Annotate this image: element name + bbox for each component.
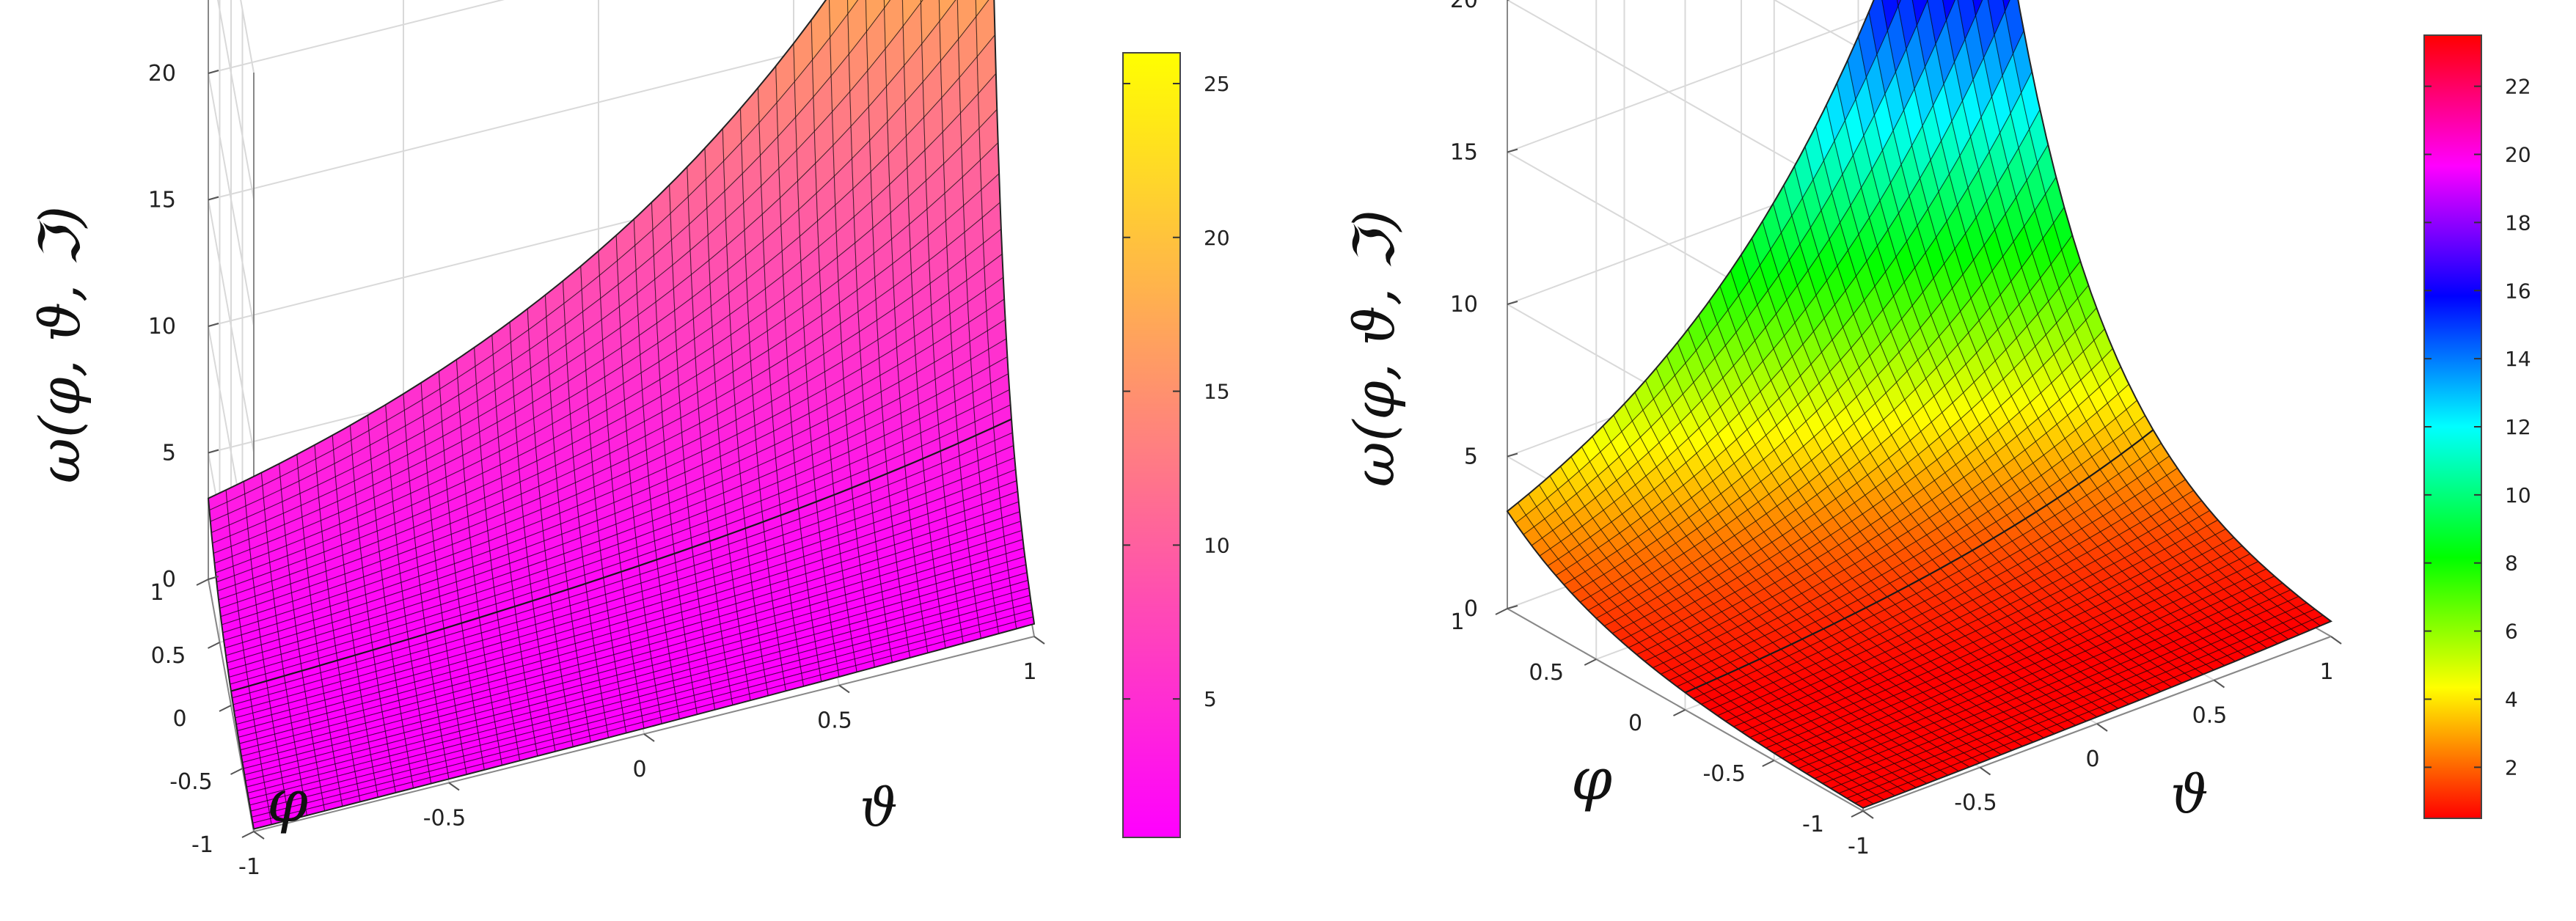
phi-tick-label: -0.5 (169, 769, 213, 795)
z-tick-label: 10 (1450, 292, 1478, 318)
phi-tick-label: 1 (1450, 609, 1464, 635)
z-tick-mark (208, 196, 219, 201)
right-plot-theta-label: ϑ (2170, 763, 2208, 825)
theta-tick-mark (1979, 766, 1991, 776)
z-tick-label: 5 (1464, 444, 1478, 470)
theta-tick-label: 0.5 (817, 708, 852, 734)
colorbar-tick-label: 15 (1204, 380, 1230, 404)
z-tick-label: 0 (162, 567, 176, 592)
left-plot-theta-ticks: -1 -0.5 0 0.5 1 (238, 636, 1045, 880)
theta-tick-label: 1 (1022, 659, 1036, 685)
theta-tick-mark (448, 782, 460, 791)
phi-tick-mark (230, 768, 243, 775)
z-tick-mark (208, 323, 219, 327)
phi-tick-mark (208, 642, 220, 649)
grid-line (1773, 0, 1864, 51)
colorbar-tick-label: 6 (2505, 620, 2518, 644)
grid-line (208, 73, 255, 326)
colorbar-tick-label: 25 (1204, 72, 1230, 96)
z-tick-label: 15 (148, 188, 176, 213)
grid-line (208, 0, 505, 74)
z-tick-label: 5 (162, 441, 176, 466)
phi-tick-mark (196, 579, 209, 586)
colorbar-tick-label: 4 (2505, 687, 2518, 711)
theta-tick-mark (643, 733, 655, 742)
surface-outline (207, 0, 1036, 830)
right-plot: 0510152025 -1-0.500.51 -1-0.500.51 ω(φ, … (1342, 0, 2531, 859)
theta-tick-mark (838, 684, 850, 694)
left-plot-z-ticks: 051015202530 (148, 61, 219, 592)
left-plot: 051015202530 -1-0.500.51 -1-0.500.51 ω(φ… (27, 0, 1230, 880)
z-tick-label: 0 (1464, 596, 1478, 622)
colorbar-tick-label: 5 (1204, 687, 1217, 711)
right-plot-z-label: ω(φ, ϑ, ℑ) (1342, 210, 1407, 487)
phi-tick-mark (1495, 608, 1508, 615)
z-tick-mark (208, 576, 219, 580)
phi-tick-label: 0.5 (151, 643, 186, 669)
surface-ridge-line (230, 418, 1012, 692)
theta-tick-label: 0 (632, 757, 646, 782)
theta-tick-label: 1 (2319, 659, 2333, 685)
phi-tick-label: 0 (1628, 711, 1642, 736)
phi-tick-label: 0.5 (1529, 660, 1564, 686)
theta-tick-mark (2096, 723, 2108, 732)
colorbar-tick-label: 20 (1204, 226, 1230, 250)
phi-tick-label: -0.5 (1702, 761, 1746, 787)
colorbar-tick-label: 10 (1204, 533, 1230, 557)
colorbar-tick-label: 22 (2505, 75, 2531, 99)
colorbar-tick-label: 10 (2505, 483, 2531, 507)
phi-tick-label: 1 (150, 580, 164, 606)
left-plot-phi-label: φ (267, 767, 308, 835)
left-colorbar-bar (1122, 52, 1181, 838)
theta-tick-mark (2213, 679, 2225, 689)
z-tick-label: 10 (148, 314, 176, 340)
phi-tick-mark (1762, 760, 1775, 767)
right-colorbar-bar (2423, 34, 2482, 819)
z-tick-label: 20 (1450, 0, 1478, 13)
phi-tick-mark (1584, 658, 1597, 666)
theta-tick-mark (1033, 636, 1045, 645)
theta-tick-mark (253, 831, 265, 840)
z-tick-mark (208, 449, 219, 454)
theta-tick-label: -1 (1848, 834, 1870, 859)
phi-tick-label: -1 (191, 832, 213, 858)
grid-line (208, 199, 255, 452)
colorbar-tick-label: 16 (2505, 279, 2531, 303)
phi-tick-mark (1851, 810, 1864, 818)
phi-tick-mark (241, 831, 255, 838)
colorbar-tick-label: 8 (2505, 551, 2518, 576)
left-colorbar: 5 10 15 20 25 (1122, 52, 1230, 838)
left-plot-surface (207, 0, 1036, 830)
colorbar-tick-label: 20 (2505, 143, 2531, 167)
right-plot-surface (1506, 0, 2332, 809)
grid-line (240, 0, 255, 73)
theta-tick-label: 0 (2085, 746, 2099, 772)
z-tick-label: 15 (1450, 140, 1478, 166)
left-colorbar-ticks: 5 10 15 20 25 (1123, 72, 1230, 711)
theta-tick-label: -0.5 (423, 806, 466, 832)
z-tick-mark (208, 70, 219, 74)
colorbar-tick-label: 12 (2505, 415, 2531, 439)
grid-line (217, 0, 255, 199)
left-plot-theta-label: ϑ (860, 777, 897, 838)
z-tick-label: 20 (148, 61, 176, 87)
right-colorbar: 2 4 6 8 10 12 14 16 18 20 22 (2423, 34, 2531, 819)
phi-tick-label: -1 (1802, 812, 1824, 837)
phi-tick-label: 0 (172, 706, 186, 732)
left-plot-phi-ticks: -1 -0.5 0 0.5 1 (150, 579, 255, 858)
colorbar-tick-label: 18 (2505, 210, 2531, 235)
phi-tick-mark (1673, 709, 1686, 716)
phi-tick-mark (219, 705, 232, 712)
theta-tick-mark (2330, 636, 2342, 645)
theta-tick-label: -1 (238, 854, 260, 880)
theta-tick-label: 0.5 (2192, 703, 2228, 729)
left-plot-z-label: ω(φ, ϑ, ℑ) (27, 206, 92, 483)
theta-tick-mark (1862, 810, 1874, 819)
theta-tick-label: -0.5 (1954, 790, 1997, 816)
colorbar-tick-label: 2 (2505, 755, 2518, 779)
colorbar-tick-label: 14 (2505, 347, 2531, 371)
right-plot-phi-label: φ (1571, 745, 1612, 813)
